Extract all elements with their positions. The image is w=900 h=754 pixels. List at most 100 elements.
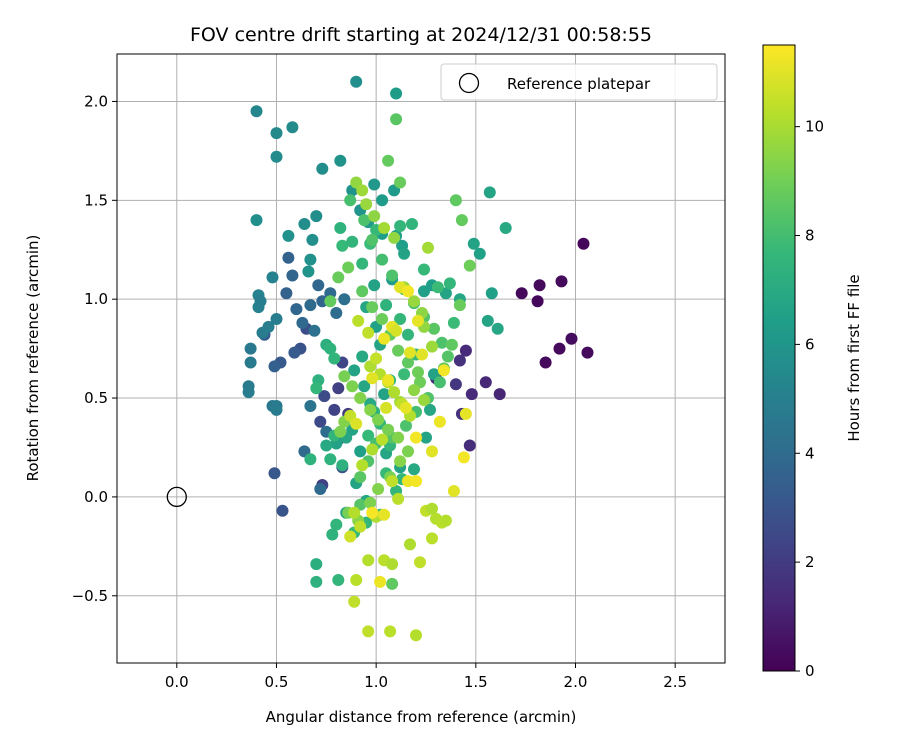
data-point	[366, 372, 379, 385]
x-tick-label: 1.5	[464, 673, 488, 691]
colorbar-label: Hours from first FF file	[845, 274, 863, 441]
data-point	[368, 210, 381, 223]
data-point	[581, 346, 594, 359]
data-point	[334, 154, 347, 167]
data-point	[485, 287, 498, 300]
data-point	[426, 532, 438, 545]
data-point	[282, 229, 295, 242]
data-point	[344, 194, 357, 207]
data-point	[288, 346, 301, 359]
data-point	[398, 247, 411, 260]
data-point	[531, 295, 544, 308]
data-point	[270, 403, 283, 416]
reference-platepar-marker	[166, 486, 187, 508]
data-point	[320, 439, 333, 452]
data-point	[280, 287, 293, 300]
data-point	[459, 344, 472, 357]
data-point	[376, 194, 389, 207]
data-point	[328, 352, 341, 365]
data-point	[254, 295, 267, 308]
data-point	[386, 475, 399, 488]
data-point	[408, 384, 420, 397]
data-point	[426, 502, 438, 515]
data-point	[453, 354, 466, 367]
data-point	[428, 322, 440, 335]
data-point	[344, 530, 357, 543]
data-point	[433, 415, 446, 428]
data-point	[346, 235, 359, 248]
data-point	[302, 265, 315, 278]
axis-ticks: 0.0 0.5 1.0 1.5 2.0 2.5 −0.5 0.0 0.5 1.0 1.5 2.0	[72, 92, 688, 691]
data-point	[354, 392, 367, 404]
data-point	[364, 496, 377, 509]
data-point	[437, 364, 450, 377]
data-point	[314, 415, 327, 428]
data-point	[318, 390, 331, 403]
data-point	[465, 388, 478, 401]
legend-open-circle-icon	[458, 72, 480, 94]
data-point	[376, 253, 389, 266]
data-point	[404, 538, 416, 551]
data-point	[334, 222, 347, 234]
data-point	[324, 295, 337, 308]
data-point	[250, 105, 263, 118]
data-point	[565, 332, 578, 345]
data-point	[380, 401, 393, 414]
data-point	[374, 575, 387, 588]
data-point	[336, 459, 349, 472]
x-tick-label: 1.0	[364, 673, 388, 691]
data-point	[418, 263, 430, 276]
plot-frame	[116, 53, 726, 664]
data-point	[392, 492, 405, 505]
data-point	[324, 342, 337, 355]
data-point	[368, 279, 381, 292]
data-point	[376, 433, 389, 446]
data-point	[426, 340, 438, 353]
data-point	[390, 113, 403, 126]
data-point	[356, 459, 369, 472]
data-point	[412, 366, 424, 379]
data-point	[312, 279, 325, 292]
data-point	[392, 344, 405, 357]
y-tick-label: 1.0	[84, 290, 108, 308]
data-point	[268, 360, 281, 373]
data-point	[483, 186, 496, 199]
data-point	[354, 471, 367, 484]
data-point	[362, 554, 375, 567]
data-point	[400, 419, 412, 432]
data-point	[308, 324, 321, 337]
data-point	[533, 279, 546, 292]
data-point	[577, 237, 590, 250]
data-point	[435, 336, 448, 349]
data-point	[479, 376, 492, 389]
data-point	[342, 261, 355, 274]
data-point	[400, 401, 412, 414]
data-point	[388, 386, 401, 399]
colorbar-tick-label: 10	[805, 118, 824, 136]
data-point	[390, 87, 403, 100]
data-point	[394, 220, 407, 232]
colorbar-tick-label: 6	[805, 335, 815, 353]
data-point	[366, 301, 379, 314]
data-point	[402, 356, 414, 369]
data-point	[316, 162, 329, 175]
data-point	[356, 285, 369, 298]
data-point	[378, 508, 391, 521]
data-point	[350, 574, 363, 586]
colorbar-tick-label: 4	[805, 444, 815, 462]
x-tick-label: 2.5	[663, 673, 687, 691]
data-point	[372, 413, 385, 426]
data-point	[416, 348, 428, 361]
chart-title: FOV centre drift starting at 2024/12/31 …	[190, 24, 652, 46]
data-point	[439, 514, 452, 527]
data-point	[553, 342, 566, 355]
data-point	[358, 214, 371, 227]
data-point	[358, 380, 371, 393]
data-point	[336, 239, 349, 252]
data-point	[360, 198, 373, 211]
data-point	[431, 281, 444, 294]
legend-label: Reference platepar	[507, 75, 651, 93]
y-axis-label: Rotation from reference (arcmin)	[24, 235, 42, 482]
data-point	[384, 625, 397, 638]
data-point	[304, 400, 317, 412]
